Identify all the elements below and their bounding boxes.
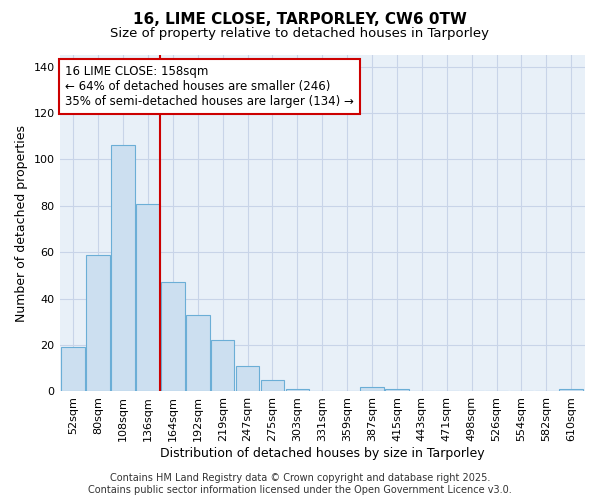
Bar [360, 387, 384, 392]
Text: 16, LIME CLOSE, TARPORLEY, CW6 0TW: 16, LIME CLOSE, TARPORLEY, CW6 0TW [133, 12, 467, 28]
Bar [86, 254, 110, 392]
Text: Size of property relative to detached houses in Tarporley: Size of property relative to detached ho… [110, 28, 490, 40]
Bar [136, 204, 160, 392]
Bar [559, 389, 583, 392]
Bar [186, 315, 209, 392]
Bar [286, 389, 309, 392]
Bar [61, 348, 85, 392]
Bar [211, 340, 235, 392]
Bar [236, 366, 259, 392]
Text: 16 LIME CLOSE: 158sqm
← 64% of detached houses are smaller (246)
35% of semi-det: 16 LIME CLOSE: 158sqm ← 64% of detached … [65, 65, 353, 108]
Bar [385, 389, 409, 392]
Text: Contains HM Land Registry data © Crown copyright and database right 2025.
Contai: Contains HM Land Registry data © Crown c… [88, 474, 512, 495]
Bar [161, 282, 185, 392]
Y-axis label: Number of detached properties: Number of detached properties [15, 124, 28, 322]
Bar [260, 380, 284, 392]
Bar [111, 146, 135, 392]
X-axis label: Distribution of detached houses by size in Tarporley: Distribution of detached houses by size … [160, 447, 485, 460]
